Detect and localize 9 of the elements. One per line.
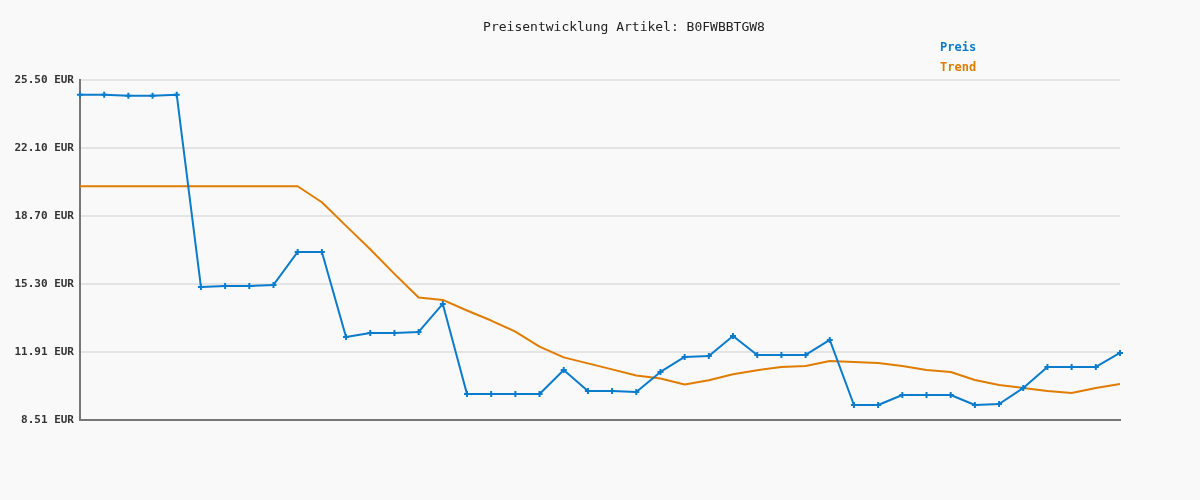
y-tick-label: 25.50 EUR xyxy=(14,72,75,86)
y-tick-label: 8.51 EUR xyxy=(21,412,75,426)
y-tick-label: 15.30 EUR xyxy=(14,276,75,290)
text: Trend xyxy=(940,59,977,76)
y-tick-label: 11.91 EUR xyxy=(14,344,75,358)
y-tick-label: 18.70 EUR xyxy=(14,208,75,222)
text: Preis xyxy=(940,39,977,56)
y-tick-label: 22.10 EUR xyxy=(14,140,75,154)
chart-title: Preisentwicklung Artikel: B0FWBBTGW8 xyxy=(482,19,766,34)
